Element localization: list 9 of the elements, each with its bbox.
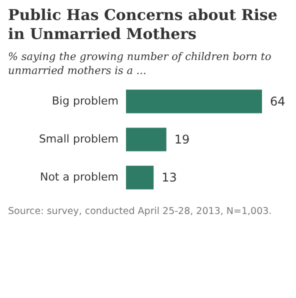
- source-note: Source: survey, conducted April 25-28, 2013, N=1,003.: [8, 205, 273, 218]
- data-label: 64: [270, 94, 286, 108]
- y-tick-label: Big problem: [52, 94, 118, 108]
- data-label: 13: [162, 170, 177, 185]
- data-label: 19: [174, 132, 190, 146]
- y-tick-label: Small problem: [38, 132, 118, 146]
- chart-subtitle: % saying the growing number of children born to unmarried mothers is a ...: [8, 50, 272, 78]
- y-tick-label: Not a problem: [40, 170, 118, 184]
- chart-title: Public Has Concerns about Rise in Unmarried Mothers: [8, 6, 278, 44]
